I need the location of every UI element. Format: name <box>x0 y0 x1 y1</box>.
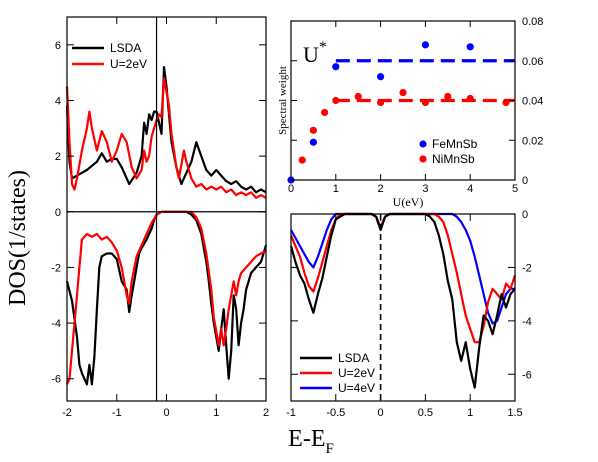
sw-xlabel: U(eV) <box>393 195 424 209</box>
y-tick-label: 0.04 <box>522 96 543 108</box>
series-line-u2ev <box>289 212 517 344</box>
y-tick-label: 6 <box>55 40 61 52</box>
x-tick-label: 0.5 <box>418 407 433 419</box>
data-point <box>421 98 429 107</box>
spectral-weight-panel: 0 1 2 3 4 500.020.040.060.08U(eV)Spectral wei… <box>277 16 543 209</box>
legend-label: LSDA <box>338 351 369 365</box>
x-tick-label: 1 <box>467 407 473 419</box>
y-tick-label: 4 <box>55 95 61 107</box>
x-tick-label: 4 <box>467 183 473 195</box>
data-point <box>399 88 407 97</box>
legend-label: NiMnSb <box>432 152 475 166</box>
x-tick-label: 0 <box>163 407 169 419</box>
legend-marker <box>419 155 427 163</box>
legend-label: U=2eV <box>338 366 375 380</box>
right-frame <box>290 213 516 402</box>
y-tick-label: -4 <box>522 316 532 328</box>
data-point <box>298 156 306 164</box>
series-line-lsda <box>289 212 516 389</box>
x-tick-label: 3 <box>422 183 428 195</box>
energy-xlabel-base: E-E <box>288 426 325 452</box>
data-point <box>332 63 340 71</box>
legend-label: FeMnSb <box>432 137 478 151</box>
series-line-u2ev-up <box>65 77 267 199</box>
x-tick-label: 0 <box>378 407 384 419</box>
data-point <box>377 98 385 107</box>
x-tick-label: 0 <box>288 183 294 195</box>
y-tick-label: 0.08 <box>522 16 543 28</box>
y-tick-label: 0.02 <box>522 135 543 147</box>
y-tick-label: 0 <box>55 207 61 219</box>
y-tick-label: 0 <box>522 175 528 187</box>
data-point <box>309 138 317 146</box>
sw-ylabel: Spectral weight <box>277 66 289 135</box>
energy-xlabel: E-EF <box>288 426 334 457</box>
data-point <box>444 92 452 101</box>
x-tick-label: -1 <box>286 407 296 419</box>
x-tick-label: 5 <box>512 183 518 195</box>
legend-label: U=4eV <box>338 381 375 395</box>
legend-marker <box>419 140 427 148</box>
y-tick-label: -2 <box>51 262 61 274</box>
x-tick-label: 1.5 <box>507 407 522 419</box>
series-line-lsda-up <box>65 65 267 194</box>
series-line-u2ev-down <box>65 210 267 385</box>
y-tick-label: 2 <box>55 151 61 163</box>
u-star-base: U <box>303 42 319 67</box>
x-tick-label: 1 <box>213 407 219 419</box>
x-tick-label: 1 <box>333 183 339 195</box>
data-point <box>502 98 510 107</box>
data-point <box>321 108 329 117</box>
x-tick-label: -1 <box>112 407 122 419</box>
u-star-sup: * <box>319 39 327 56</box>
legend-label: LSDA <box>110 41 141 55</box>
data-point <box>309 126 317 134</box>
y-tick-label: -6 <box>522 369 532 381</box>
legend-label: U=2eV <box>110 57 147 71</box>
y-tick-label: 0 <box>522 209 528 221</box>
data-point <box>466 43 474 51</box>
series-line-lsda-down <box>65 210 268 386</box>
y-tick-label: 0.06 <box>522 56 543 68</box>
x-tick-label: 2 <box>263 407 269 419</box>
dos-ylabel: DOS(1/states) <box>5 170 31 306</box>
data-point <box>377 73 385 81</box>
u-star-annotation: U* <box>303 39 327 67</box>
x-tick-label: 2 <box>378 183 384 195</box>
data-point <box>354 92 362 101</box>
data-point <box>421 41 429 49</box>
energy-xlabel-subscript: F <box>325 441 333 457</box>
left-frame <box>66 16 267 402</box>
y-tick-label: -4 <box>51 318 61 330</box>
y-tick-label: -6 <box>51 374 61 386</box>
x-tick-label: -0.5 <box>326 407 345 419</box>
left-dos-panel: -2 -1 0 1 2 -6 -4 -2 0 2 4 6 LSDA U=2eV <box>51 16 269 419</box>
x-tick-label: -2 <box>62 407 72 419</box>
data-point <box>332 96 340 105</box>
y-tick-label: -2 <box>522 262 532 274</box>
data-point <box>466 94 474 103</box>
